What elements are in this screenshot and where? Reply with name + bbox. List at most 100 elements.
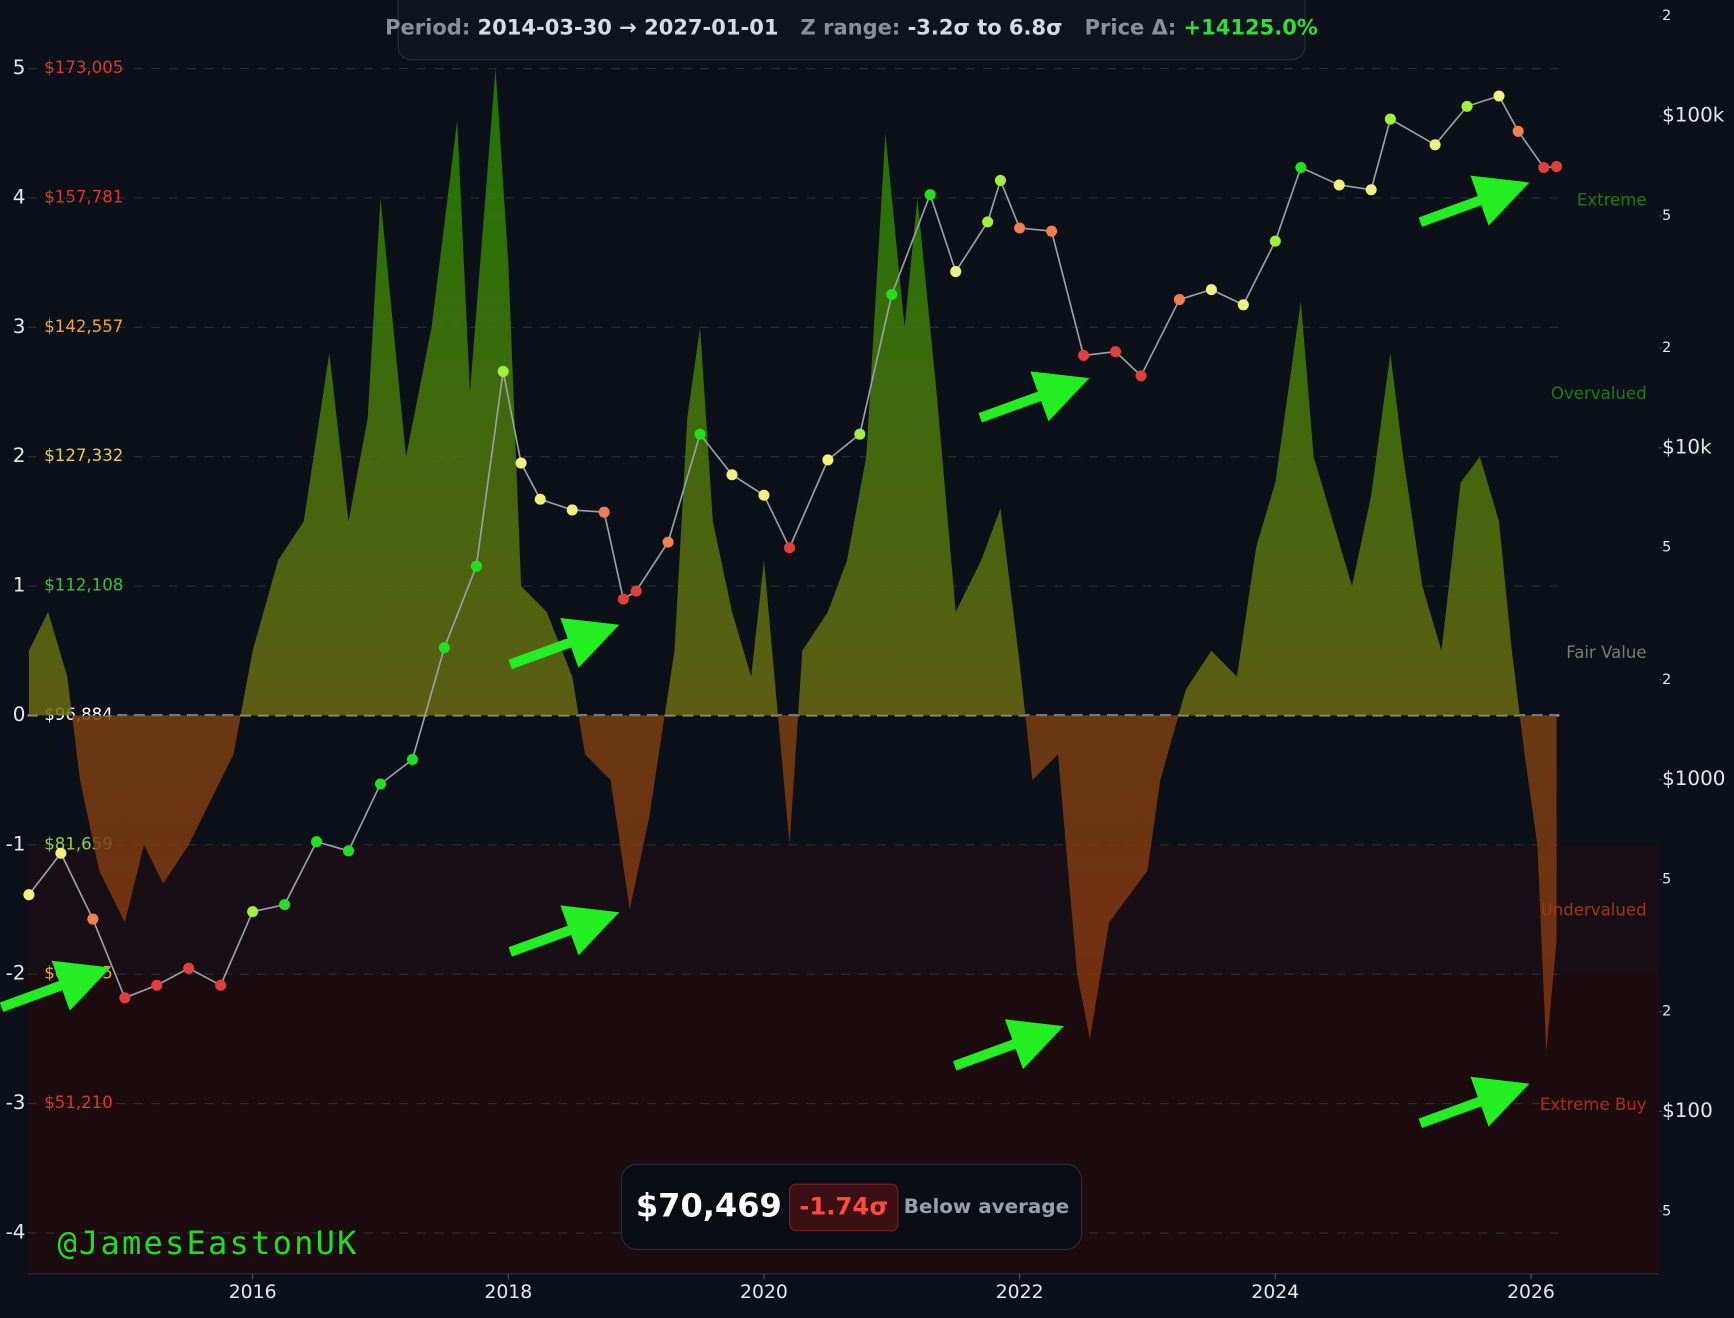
zone-label: Undervalued — [1541, 901, 1647, 920]
y2-tick-label: 2 — [1662, 340, 1671, 356]
price-point — [1333, 179, 1345, 191]
price-point — [247, 906, 259, 918]
y2-tick-label: $100 — [1662, 1099, 1713, 1122]
price-point — [87, 913, 99, 925]
z-label: Z range: — [801, 16, 901, 40]
z-score-area — [28, 68, 1557, 1052]
undervalued-band — [27, 844, 1659, 975]
arrow — [508, 617, 620, 670]
price-point — [183, 962, 195, 974]
price-point — [1512, 125, 1524, 137]
price-point — [279, 899, 291, 911]
price-point — [630, 585, 642, 597]
price-point — [1205, 284, 1217, 296]
delta-label: Price Δ: — [1085, 16, 1177, 40]
zone-label: Fair Value — [1566, 643, 1646, 662]
zone-label: Extreme Buy — [1540, 1095, 1647, 1114]
price-point — [1173, 294, 1185, 306]
price-point — [1551, 161, 1563, 173]
header-box: Period: 2014-03-30 → 2027-01-01 Z range: … — [385, 0, 1318, 61]
y-tick-label: 0 — [13, 703, 26, 726]
period: 2014-03-30 → 2027-01-01 — [478, 16, 779, 40]
arrow — [1418, 1076, 1530, 1128]
y-tick-label: 2 — [13, 444, 26, 467]
x-tick-label: 2016 — [229, 1282, 277, 1303]
price-point — [1538, 161, 1550, 174]
y2-tick-label: $1000 — [1662, 767, 1725, 790]
arrow — [978, 371, 1090, 423]
price-point — [994, 174, 1006, 186]
y-tick-label: 3 — [13, 315, 26, 338]
price-point — [886, 288, 898, 301]
header-panel — [397, 0, 1306, 61]
x-tick-label: 2026 — [1507, 1282, 1555, 1303]
x-tick-label: 2022 — [996, 1282, 1044, 1303]
price-point — [854, 428, 866, 440]
price-point — [438, 642, 450, 654]
price-point — [950, 266, 962, 278]
level-label: $51,210 — [44, 1093, 113, 1112]
current-price: $70,469 — [636, 1186, 782, 1224]
price-point — [1109, 346, 1122, 358]
sigma-badge — [789, 1183, 899, 1232]
y2-tick-label: 5 — [1662, 872, 1671, 888]
annotation-arrows — [0, 175, 1530, 1128]
price-point — [1461, 100, 1473, 112]
price-point — [119, 992, 131, 1004]
x-tick-label: 2024 — [1251, 1282, 1299, 1303]
price-point — [55, 847, 67, 859]
price-point — [598, 506, 610, 518]
zone-label: Extreme — [1577, 191, 1647, 210]
price-point — [566, 504, 578, 516]
price-point — [1046, 225, 1058, 237]
price-point — [1429, 139, 1441, 151]
arrow — [508, 905, 620, 957]
price-point — [1493, 90, 1505, 102]
level-label: $173,005 — [44, 58, 123, 77]
y2-tick-label: 5 — [1662, 540, 1671, 556]
price-point — [726, 469, 738, 481]
arrow — [1418, 175, 1530, 227]
price-point — [470, 560, 482, 572]
price-point — [758, 489, 770, 501]
y2-tick-label: $10k — [1662, 435, 1712, 458]
price-point — [534, 493, 546, 505]
current-status: Below average — [904, 1195, 1069, 1218]
price-point — [1269, 235, 1281, 247]
x-tick-label: 2018 — [484, 1282, 532, 1303]
price-delta: +14125.0% — [1184, 16, 1318, 40]
price-point — [374, 778, 386, 790]
price-point — [784, 542, 796, 554]
arrow — [953, 1019, 1064, 1071]
current-sigma: -1.74σ — [799, 1191, 888, 1220]
price-point — [1078, 349, 1090, 361]
level-label: $142,557 — [44, 317, 123, 336]
price-point — [406, 753, 418, 766]
y2-tick-label: 5 — [1662, 208, 1671, 224]
price-point — [215, 979, 227, 991]
price-point — [1295, 161, 1307, 174]
y-tick-label: -3 — [6, 1091, 26, 1114]
price-point — [23, 889, 35, 901]
current-box: $70,469 -1.74σ Below average — [620, 1163, 1083, 1250]
price-point — [662, 536, 674, 548]
y-tick-label: -2 — [6, 962, 26, 985]
y2-tick-label: 2 — [1662, 8, 1671, 24]
y2-tick-label: 2 — [1662, 1004, 1671, 1020]
price-point — [151, 979, 163, 991]
price-point — [694, 428, 706, 440]
period-label: Period: — [385, 16, 470, 40]
price-point — [924, 189, 936, 201]
y-tick-label: 4 — [13, 185, 26, 208]
watermark: @JamesEastonUK — [58, 1224, 359, 1262]
price-point — [982, 216, 994, 228]
y-tick-label: 1 — [13, 574, 26, 597]
y-tick-label: -1 — [6, 832, 26, 855]
price-point — [311, 836, 323, 848]
level-label: $112,108 — [44, 576, 123, 595]
price-point — [342, 845, 355, 857]
price-point — [1237, 299, 1249, 311]
level-label: $127,332 — [44, 446, 123, 465]
